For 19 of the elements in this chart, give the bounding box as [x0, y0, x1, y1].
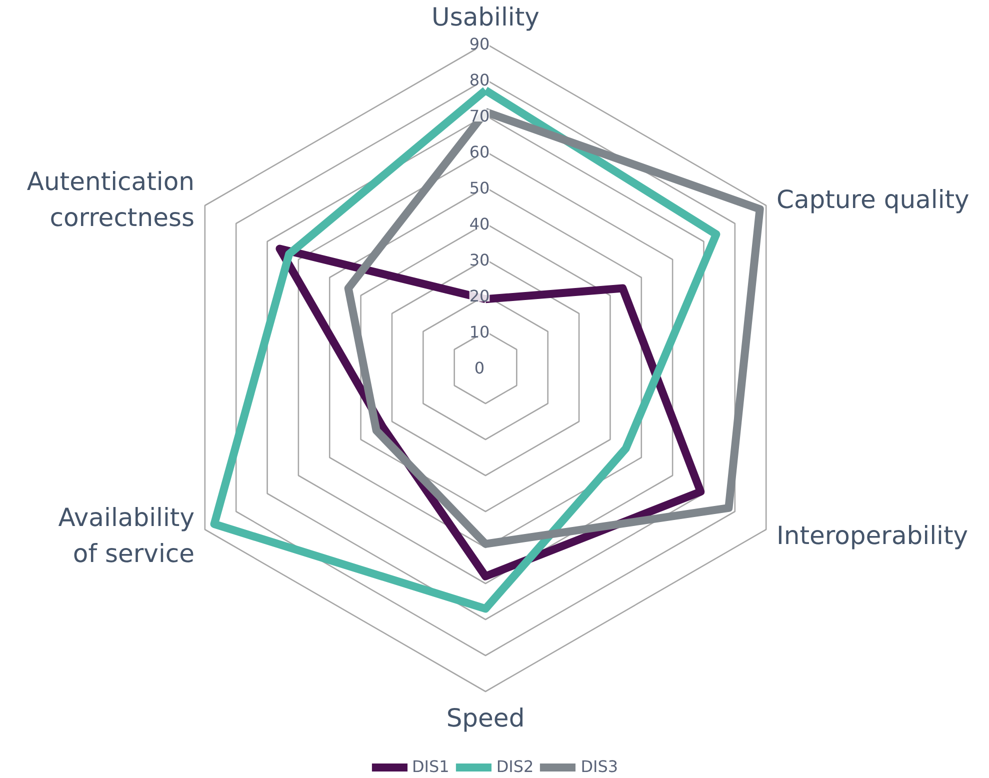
spoke-label: Capture quality: [776, 185, 970, 214]
spoke-label: Autentication correctness: [26, 166, 195, 232]
y-tick-label: 90: [469, 34, 490, 54]
spoke-label: Speed: [446, 704, 525, 732]
spoke-label: Interoperability: [776, 521, 968, 550]
y-tick-label: 50: [469, 178, 490, 198]
spoke-label: Usability: [432, 2, 540, 32]
y-tick-label: 60: [469, 142, 490, 162]
y-tick-label: 10: [469, 322, 490, 342]
y-tick-label: 70: [469, 106, 490, 126]
y-tick-label: 30: [469, 250, 490, 270]
y-tick-label: 80: [469, 70, 490, 90]
y-tick-label: 40: [469, 214, 490, 234]
legend-label: DIS2: [496, 757, 534, 776]
y-tick-label: 0: [474, 358, 485, 378]
spoke-label: Availability of service: [58, 502, 195, 568]
y-tick-label: 20: [469, 286, 490, 306]
legend-label: DIS1: [412, 757, 450, 776]
legend-label: DIS3: [580, 757, 618, 776]
